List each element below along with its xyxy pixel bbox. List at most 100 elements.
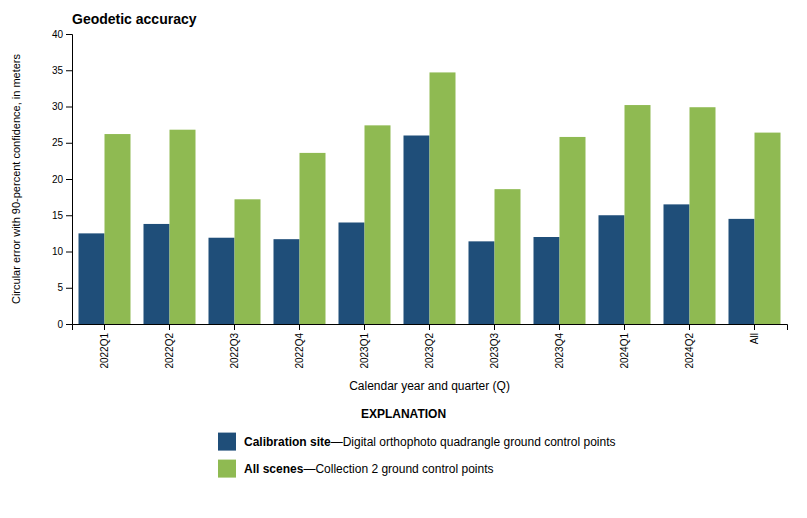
x-tick: 2022Q1 xyxy=(99,324,110,369)
title: Geodetic accuracy xyxy=(72,11,197,27)
legend-swatch xyxy=(218,460,236,478)
bar xyxy=(339,223,365,325)
bar xyxy=(404,136,430,325)
x-tick: 2022Q3 xyxy=(229,324,240,369)
y-tick-mark xyxy=(66,179,72,180)
bar xyxy=(755,133,781,324)
bar xyxy=(209,238,235,324)
y-tick-label: 0 xyxy=(57,319,63,330)
y-tick: 0 xyxy=(57,319,72,330)
x-axis: 2022Q1 2022Q2 2022Q3 2022Q4 2023Q1 2023Q2 2023… xyxy=(73,324,788,369)
y-tick: 30 xyxy=(52,101,72,112)
chart: 0 5 10 15 20 25 30 35 40 2022Q1 2022Q2 2022Q3 2022Q4… xyxy=(0,0,807,518)
y-tick-label: 5 xyxy=(57,282,63,293)
legend-item: Calibration site—Digital orthophoto quad… xyxy=(218,433,616,451)
x-tick: 2022Q4 xyxy=(294,324,305,369)
x-axis-title: Calendar year and quarter (Q) xyxy=(349,379,510,393)
x-tick-mark xyxy=(754,324,755,330)
legend-title: EXPLANATION xyxy=(361,407,446,421)
y-tick-mark xyxy=(66,324,72,325)
legend-item: All scenes—Collection 2 ground control p… xyxy=(218,460,493,478)
y-tick: 5 xyxy=(57,282,72,293)
legend-description: —Digital orthophoto quadrangle ground co… xyxy=(331,435,616,449)
bar xyxy=(105,134,131,324)
y-tick-label: 35 xyxy=(52,65,64,76)
x-tick-mark xyxy=(559,324,560,330)
x-tick-label: 2023Q3 xyxy=(489,333,500,369)
bar xyxy=(625,105,651,324)
x-tick: 2023Q1 xyxy=(359,324,370,369)
y-tick-mark xyxy=(66,143,72,144)
x-tick-label: 2022Q1 xyxy=(99,333,110,369)
y-tick: 10 xyxy=(52,246,72,257)
x-tick: All xyxy=(749,324,760,344)
bar xyxy=(300,153,326,324)
x-tick-label: 2022Q4 xyxy=(294,333,305,369)
y-axis-title: Circular error with 90-percent confidenc… xyxy=(10,53,22,304)
bar xyxy=(79,233,105,324)
x-tick-label: 2024Q2 xyxy=(684,333,695,369)
y-tick-mark xyxy=(66,70,72,71)
bar xyxy=(560,137,586,324)
x-tick: 2023Q3 xyxy=(489,324,500,369)
y-tick-mark xyxy=(66,288,72,289)
y-axis: 0 5 10 15 20 25 30 35 40 xyxy=(52,29,73,330)
x-tick-mark xyxy=(494,324,495,330)
x-tick-label: 2024Q1 xyxy=(619,333,630,369)
x-tick-mark xyxy=(169,324,170,330)
x-tick-mark xyxy=(299,324,300,330)
x-tick-label: 2023Q2 xyxy=(424,333,435,369)
y-tick-label: 20 xyxy=(52,174,64,185)
legend: EXPLANATION Calibration site—Digital orth… xyxy=(218,407,616,478)
y-axis-line xyxy=(66,35,73,325)
x-tick-mark xyxy=(624,324,625,330)
bar xyxy=(729,219,755,324)
x-tick-mark xyxy=(429,324,430,330)
x-tick-label: 2023Q1 xyxy=(359,333,370,369)
x-tick-mark xyxy=(364,324,365,330)
y-tick-label: 30 xyxy=(52,101,64,112)
y-tick-label: 10 xyxy=(52,246,64,257)
bar xyxy=(144,224,170,324)
x-tick-label: 2022Q2 xyxy=(164,333,175,369)
legend-description: —Collection 2 ground control points xyxy=(303,462,493,476)
y-tick-mark xyxy=(66,215,72,216)
y-tick: 25 xyxy=(52,137,72,148)
x-tick: 2023Q2 xyxy=(424,324,435,369)
legend-label: Calibration site xyxy=(244,435,331,449)
x-tick-mark xyxy=(104,324,105,330)
legend-swatch xyxy=(218,433,236,451)
x-tick-label: All xyxy=(749,333,760,344)
x-tick-mark xyxy=(689,324,690,330)
bar xyxy=(534,237,560,324)
y-tick-mark xyxy=(66,252,72,253)
x-axis-line xyxy=(73,325,788,331)
bar xyxy=(430,72,456,324)
x-tick: 2024Q1 xyxy=(619,324,630,369)
y-tick-mark xyxy=(66,34,72,35)
x-tick: 2022Q2 xyxy=(164,324,175,369)
plot: 0 5 10 15 20 25 30 35 40 2022Q1 2022Q2 2022Q3 2022Q4… xyxy=(52,29,788,369)
y-tick-mark xyxy=(66,107,72,108)
y-tick: 35 xyxy=(52,65,72,76)
y-tick-label: 25 xyxy=(52,137,64,148)
bar-series xyxy=(105,72,781,324)
bar xyxy=(690,107,716,324)
x-tick: 2024Q2 xyxy=(684,324,695,369)
y-tick: 20 xyxy=(52,174,72,185)
y-tick: 15 xyxy=(52,210,72,221)
bar xyxy=(365,125,391,324)
bar xyxy=(170,130,196,324)
y-tick-label: 40 xyxy=(52,29,64,40)
bar xyxy=(469,241,495,324)
legend-label: All scenes xyxy=(244,462,304,476)
x-tick-mark xyxy=(234,324,235,330)
x-tick-label: 2022Q3 xyxy=(229,333,240,369)
bars xyxy=(79,72,781,324)
bar xyxy=(599,215,625,324)
y-tick-label: 15 xyxy=(52,210,64,221)
x-tick: 2023Q4 xyxy=(554,324,565,369)
bar xyxy=(495,189,521,324)
bar xyxy=(274,239,300,324)
x-tick-label: 2023Q4 xyxy=(554,333,565,369)
